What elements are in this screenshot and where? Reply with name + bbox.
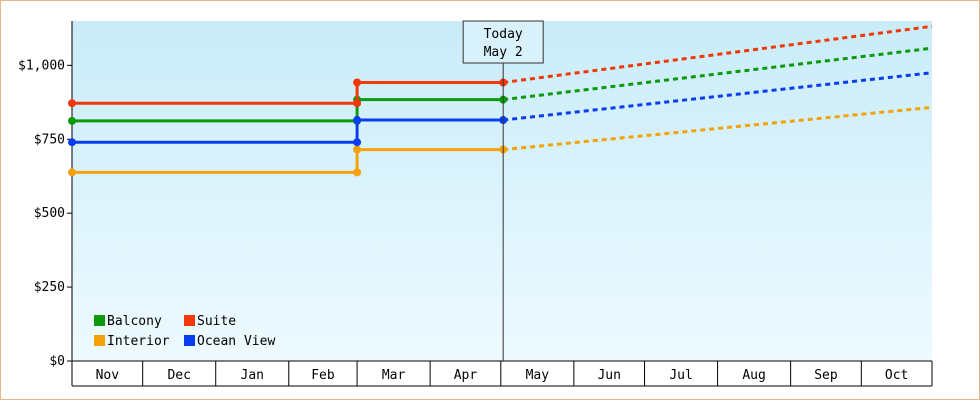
legend-item-balcony: Balcony	[94, 314, 162, 329]
legend: Balcony Suite Interior Ocean View	[94, 314, 275, 349]
data-point	[68, 168, 76, 177]
month-label: Jul	[669, 368, 692, 383]
x-axis: Nov Dec Jan Feb Mar Apr May Jun Jul Aug Sep Oct	[71, 360, 933, 387]
data-point	[68, 99, 76, 108]
legend-swatch	[184, 315, 195, 326]
legend-label: Suite	[197, 314, 236, 329]
today-label: Today	[484, 27, 523, 42]
data-point	[68, 116, 76, 125]
month-label: Sep	[814, 368, 838, 383]
data-point	[353, 168, 362, 177]
data-point	[68, 138, 76, 147]
series-line	[72, 118, 504, 144]
series-suite	[68, 24, 933, 108]
series-group	[68, 24, 933, 177]
month-label: Jan	[241, 368, 264, 383]
plot-background	[72, 21, 932, 361]
y-tick-label: $750	[34, 132, 65, 147]
legend-label: Balcony	[107, 314, 162, 329]
series-line	[72, 80, 504, 105]
legend-item-interior: Interior	[94, 334, 170, 349]
data-point	[353, 116, 362, 125]
y-tick-label: $250	[34, 280, 65, 295]
legend-label: Ocean View	[197, 334, 275, 349]
month-label: Dec	[167, 368, 190, 383]
month-label: May	[526, 368, 550, 383]
today-box	[462, 20, 544, 64]
forecast-line	[502, 24, 933, 84]
month-label: Oct	[885, 368, 908, 383]
y-axis: $0 $250 $500 $750 $1,000	[18, 21, 73, 369]
month-label: Aug	[742, 368, 765, 383]
today-date-label: May 2	[484, 45, 523, 60]
month-label: Mar	[382, 368, 406, 383]
y-tick-label: $0	[49, 354, 65, 369]
legend-swatch	[184, 335, 195, 346]
legend-item-ocean-view: Ocean View	[184, 334, 275, 349]
legend-label: Interior	[107, 334, 170, 349]
series-line	[72, 98, 504, 123]
month-label: Apr	[454, 368, 478, 383]
data-point	[353, 78, 362, 87]
data-point	[353, 145, 362, 154]
today-marker: Today May 2	[462, 20, 544, 361]
legend-swatch	[94, 335, 105, 346]
month-label: Nov	[96, 368, 120, 383]
legend-swatch	[94, 315, 105, 326]
y-tick-label: $1,000	[18, 58, 65, 73]
month-label: Jun	[597, 368, 620, 383]
series-line	[72, 148, 504, 174]
data-point	[353, 138, 362, 147]
data-point	[353, 99, 362, 108]
month-label: Feb	[311, 368, 335, 383]
series-ocean-view	[68, 71, 933, 147]
legend-item-suite: Suite	[184, 314, 236, 329]
series-interior	[68, 105, 933, 177]
y-tick-label: $500	[34, 206, 65, 221]
